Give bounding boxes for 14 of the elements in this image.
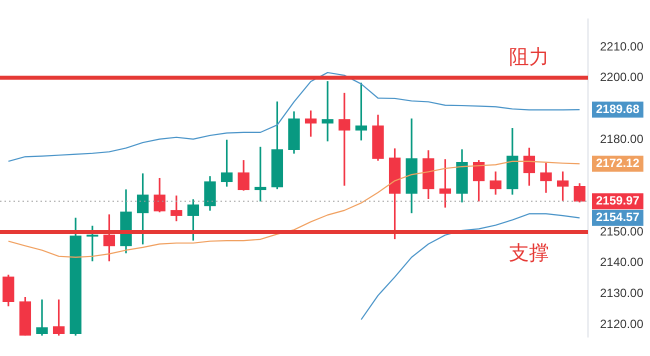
y-tick-label: 2130.00 [600, 286, 644, 300]
y-tick-label: 2120.00 [600, 316, 644, 331]
data-label: 2154.57 [596, 210, 640, 224]
ref-line-label: 支撑 [509, 242, 550, 264]
y-tick-label: 2140.00 [600, 255, 644, 270]
y-tick-label: 2200.00 [600, 70, 644, 84]
data-label: 2172.12 [596, 156, 640, 170]
candlestick [36, 299, 48, 336]
y-tick-label: 2180.00 [600, 132, 644, 146]
y-tick-label: 2210.00 [600, 39, 644, 54]
ref-line-label: 2159.97 [596, 194, 640, 208]
y-tick-label: 2150.00 [600, 224, 644, 238]
data-label: 2189.68 [596, 102, 640, 116]
ref-line-label: 阻力 [509, 46, 550, 68]
